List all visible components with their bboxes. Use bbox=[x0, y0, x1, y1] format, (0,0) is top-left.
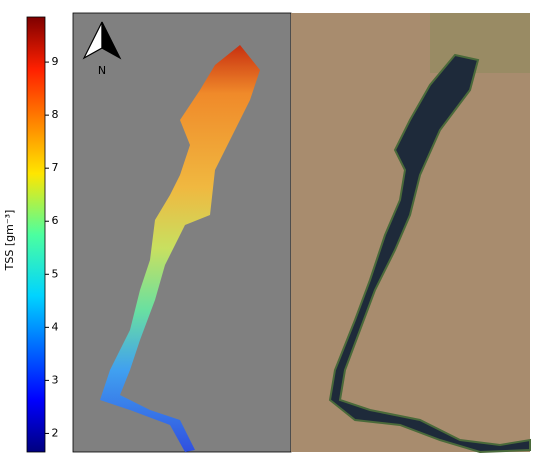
colorbar bbox=[26, 16, 46, 453]
colorbar-tick-label: 2 bbox=[52, 426, 59, 439]
fields bbox=[430, 13, 530, 73]
lake-satellite bbox=[328, 53, 531, 454]
colorbar-label: TSS [gm⁻³] bbox=[3, 210, 16, 272]
north-arrow: N bbox=[82, 21, 122, 77]
lake-tss bbox=[100, 45, 260, 452]
colorbar-tick-label: 7 bbox=[52, 161, 59, 174]
satellite-panel bbox=[291, 13, 530, 452]
colorbar-tick-label: 8 bbox=[52, 108, 59, 121]
colorbar-tick-label: 6 bbox=[52, 214, 59, 227]
north-label: N bbox=[98, 64, 106, 77]
colorbar-tick-label: 9 bbox=[52, 55, 59, 68]
colorbar-tick-label: 5 bbox=[52, 267, 59, 280]
colorbar-tick-label: 4 bbox=[52, 320, 59, 333]
colorbar-tick-label: 3 bbox=[52, 373, 59, 386]
